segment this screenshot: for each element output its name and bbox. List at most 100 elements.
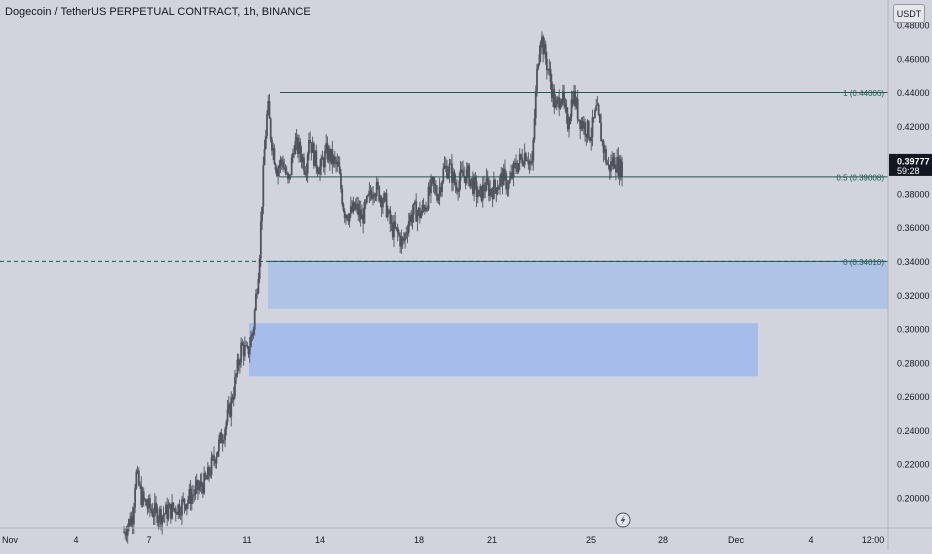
candle-body xyxy=(304,171,307,175)
candle-body xyxy=(240,342,243,363)
candle xyxy=(412,202,415,223)
candle xyxy=(236,353,239,378)
candle xyxy=(606,159,609,165)
candle-body xyxy=(198,486,201,491)
candle xyxy=(547,68,549,75)
candle xyxy=(294,133,297,155)
candle xyxy=(290,154,293,176)
candle-body xyxy=(275,170,278,177)
candle xyxy=(311,136,314,153)
last-price-badge xyxy=(889,153,932,176)
candle xyxy=(155,496,157,514)
candle xyxy=(543,37,546,55)
candle-body xyxy=(571,99,574,105)
candle xyxy=(441,180,443,197)
candle-body xyxy=(174,508,177,514)
candle xyxy=(242,341,245,366)
candle-body xyxy=(455,186,458,192)
candle-body xyxy=(354,204,357,210)
time-tick-label: 28 xyxy=(658,535,668,545)
candle xyxy=(574,85,577,110)
candle-body xyxy=(140,485,143,506)
candle-body xyxy=(225,421,228,430)
candle-body xyxy=(343,210,346,218)
candle-body xyxy=(444,165,447,167)
candle-body xyxy=(194,485,197,495)
candle xyxy=(200,472,203,494)
candle-body xyxy=(152,515,155,517)
candle-body xyxy=(291,153,294,158)
candle xyxy=(220,428,223,444)
candle-body xyxy=(578,119,580,121)
candle-body xyxy=(168,503,171,509)
candle xyxy=(330,149,333,165)
candle xyxy=(557,95,559,108)
candle-body xyxy=(268,101,271,119)
candle-body xyxy=(618,159,621,176)
candle xyxy=(597,102,600,117)
candle xyxy=(255,289,257,312)
candle-body xyxy=(308,140,310,155)
candle xyxy=(363,199,366,224)
candle-body xyxy=(300,153,303,163)
candle-body xyxy=(364,201,367,203)
candle-body xyxy=(501,172,504,186)
lightning-icon[interactable] xyxy=(615,512,631,528)
candle xyxy=(541,31,543,48)
candle xyxy=(251,332,254,342)
candle xyxy=(181,496,183,525)
price-tick-label: 0.26000 xyxy=(897,392,930,402)
candle xyxy=(229,402,231,419)
candle xyxy=(262,156,265,215)
candle-body xyxy=(388,210,390,212)
candle-body xyxy=(574,90,577,107)
candle-body xyxy=(142,491,145,499)
candle-body xyxy=(169,503,172,519)
candle-body xyxy=(136,470,139,472)
candle xyxy=(245,340,247,347)
candle-body xyxy=(230,397,233,417)
candle-body xyxy=(505,173,508,190)
candle-body xyxy=(340,173,342,189)
candle xyxy=(348,212,351,228)
candle xyxy=(420,210,423,219)
candle xyxy=(505,170,508,195)
candle-body xyxy=(363,201,366,224)
candle xyxy=(473,173,476,202)
candle xyxy=(533,108,536,143)
candle xyxy=(573,84,575,106)
candle xyxy=(489,179,492,201)
candle-body xyxy=(173,508,176,510)
candle xyxy=(405,226,408,240)
candle-body xyxy=(573,90,575,105)
price-tick-label: 0.46000 xyxy=(897,54,930,64)
candle-body xyxy=(446,165,448,179)
fib-labels-layer: 1 (0.44006) 0.5 (0.39008) 0 (0.34010) xyxy=(836,89,884,267)
candle xyxy=(391,215,394,241)
candle-body xyxy=(157,519,160,523)
candle xyxy=(384,192,387,202)
currency-button[interactable]: USDT xyxy=(893,4,925,23)
candle xyxy=(499,174,501,195)
candle xyxy=(328,145,331,171)
candle-body xyxy=(326,143,329,160)
candle-body xyxy=(460,169,463,171)
candle xyxy=(532,137,535,171)
candle xyxy=(285,165,288,176)
candle xyxy=(161,515,164,535)
candle xyxy=(272,142,275,161)
candle-body xyxy=(231,397,234,401)
candle-body xyxy=(279,159,282,166)
candle xyxy=(390,214,393,231)
candle xyxy=(460,161,463,174)
candle-body xyxy=(203,473,206,494)
candle-body xyxy=(471,178,474,194)
candle-body xyxy=(348,213,351,222)
candle-body xyxy=(263,148,266,166)
candle xyxy=(156,504,159,527)
candle-body xyxy=(361,214,363,220)
candle xyxy=(484,182,487,199)
candle xyxy=(268,93,271,119)
